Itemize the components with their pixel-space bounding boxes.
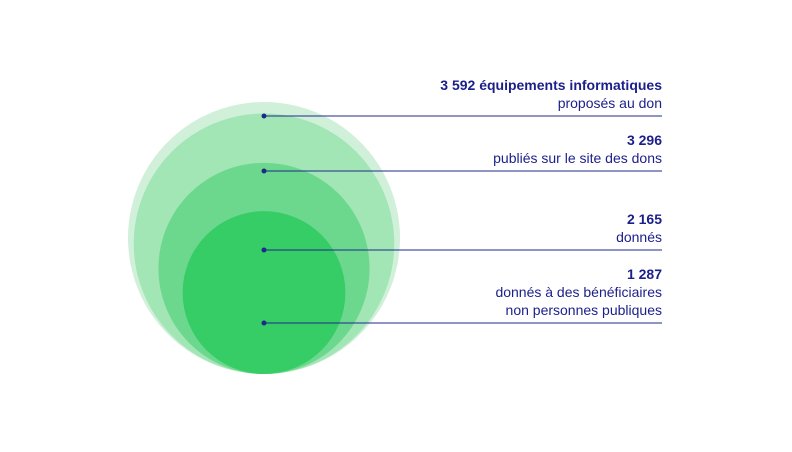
value-label-2: 3 296: [627, 132, 662, 148]
bubble-4: [182, 211, 346, 374]
value-label-1: 3 592 équipements informatiques: [440, 77, 662, 93]
description-label-4-1: donnés à des bénéficiaires: [495, 284, 662, 300]
label-group: 3 592 équipements informatiques proposés …: [440, 77, 662, 318]
description-label-4-2: non personnes publiques: [506, 302, 662, 318]
description-label-1-1: proposés au don: [558, 95, 662, 111]
leader-line-group: [261, 113, 662, 326]
value-label-4: 1 287: [627, 266, 662, 282]
leader-dot-2: [261, 168, 267, 174]
description-label-2-1: publiés sur le site des dons: [493, 150, 662, 166]
leader-dot-4: [261, 320, 267, 326]
description-label-3-1: donnés: [616, 229, 662, 245]
value-label-3: 2 165: [627, 211, 662, 227]
leader-dot-3: [261, 247, 267, 253]
leader-dot-1: [261, 113, 267, 119]
bubble-group: [128, 102, 400, 374]
